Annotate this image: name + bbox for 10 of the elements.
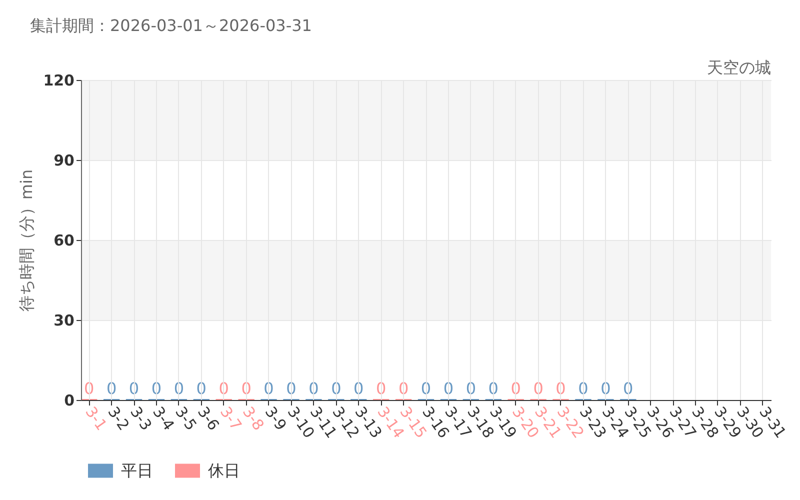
y-tick-label: 90 xyxy=(54,152,74,170)
y-tick-label: 60 xyxy=(54,232,74,250)
legend-label: 平日 xyxy=(121,460,153,480)
legend-label: 休日 xyxy=(208,460,240,480)
y-axis-title: 待ち時間（分）min xyxy=(17,169,36,312)
y-tick-label: 120 xyxy=(43,72,74,90)
y-tick-label: 30 xyxy=(54,312,74,330)
chart-title: 集計期間：2026-03-01～2026-03-31 xyxy=(30,16,312,35)
y-tick-label: 0 xyxy=(64,392,74,410)
chart-subtitle: 天空の城 xyxy=(707,58,771,77)
